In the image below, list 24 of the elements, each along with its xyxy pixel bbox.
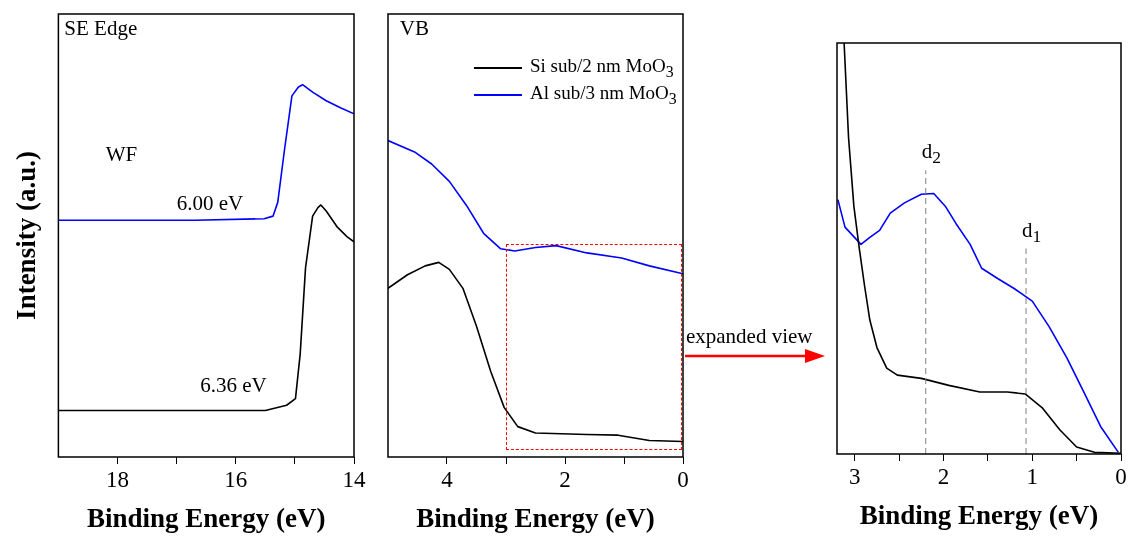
x-tick-label: 0 [677,466,689,492]
ref-line-label: d$_{1}$ [1022,217,1042,247]
x-tick-label: 2 [559,466,571,492]
x-tick-label: 0 [1115,463,1127,489]
x-tick-label: 1 [1026,463,1038,489]
legend-label: Al sub/3 nm MoO$_{3}$ [530,81,677,108]
x-tick-label: 2 [937,463,950,489]
x-axis-title: Binding Energy (eV) [86,502,326,533]
annotation: 6.36 eV [200,372,267,398]
text: VB [399,16,429,42]
x-axis-title: Binding Energy (eV) [416,502,655,533]
annotation: WF [105,142,138,168]
ref-line-label: d$_{2}$ [921,139,941,169]
x-tick-label: 16 [224,466,248,492]
x-tick-label: 14 [342,466,366,492]
annotation: 6.00 eV [176,191,244,217]
x-axis-title: Binding Energy (eV) [859,499,1099,530]
x-tick-label: 4 [441,466,454,492]
text: expanded view [685,324,813,350]
x-tick-label: 3 [849,463,861,489]
y-axis-title: Intensity (a.u.) [11,151,42,320]
text: SE Edge [64,16,138,42]
x-tick-label: 18 [106,466,130,492]
legend-label: Si sub/2 nm MoO$_{3}$ [530,54,674,81]
